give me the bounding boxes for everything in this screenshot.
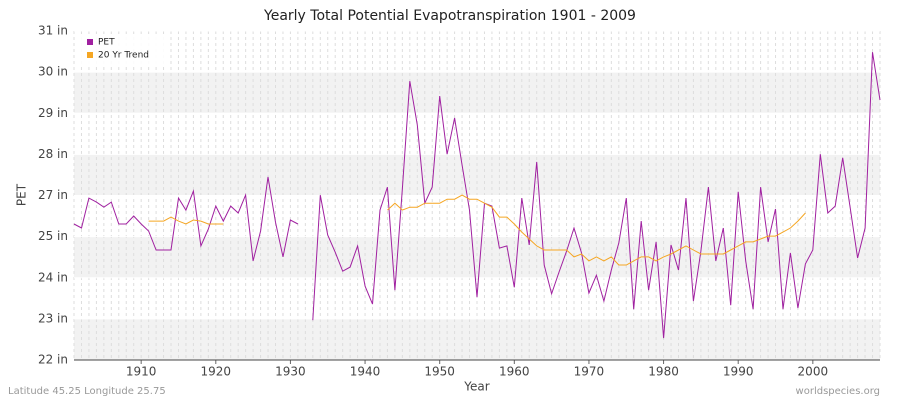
y-tick-label: 23 in [38,311,68,325]
x-tick-label: 1970 [574,365,605,379]
chart-title: Yearly Total Potential Evapotranspiratio… [263,8,636,24]
legend-swatch [87,39,93,45]
y-tick-label: 30 in [38,65,68,79]
legend-swatch [87,52,93,58]
legend-label: 20 Yr Trend [98,51,149,61]
x-tick-label: 1910 [126,365,157,379]
y-tick-label: 25 in [38,229,68,243]
legend-box [80,35,170,65]
x-tick-label: 1920 [201,365,232,379]
x-tick-label: 1960 [499,365,530,379]
footer-right: worldspecies.org [796,386,880,397]
legend: PET 20 Yr Trend [80,35,170,65]
y-tick-label: 29 in [38,106,68,120]
x-tick-label: 1950 [424,365,455,379]
y-tick-label: 27 in [38,188,68,202]
y-tick-label: 28 in [38,147,68,161]
x-tick-label: 1980 [648,365,679,379]
y-tick-label: 22 in [38,353,68,367]
legend-label: PET [98,38,115,48]
x-axis-label: Year [463,380,489,394]
series-line [73,52,881,339]
x-tick-label: 1990 [723,365,754,379]
series-line [148,194,806,266]
x-tick-label: 1940 [350,365,381,379]
x-tick-label: 2000 [798,365,829,379]
footer-left: Latitude 45.25 Longitude 25.75 [8,386,166,397]
y-tick-label: 31 in [38,24,68,38]
x-tick-label: 1930 [275,365,306,379]
y-tick-label: 24 in [38,270,68,284]
y-axis-label: PET [15,183,29,206]
